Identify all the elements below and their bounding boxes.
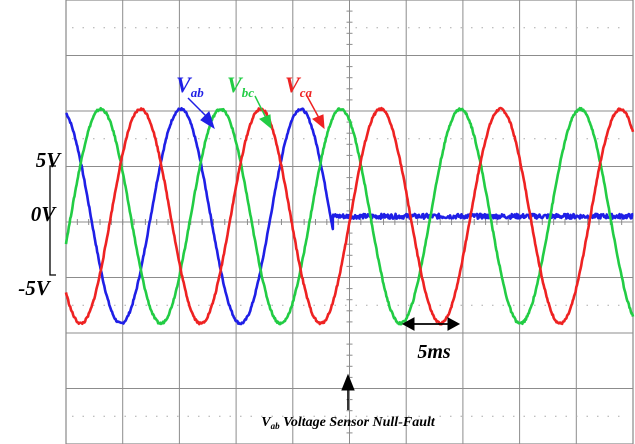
arrow-vab — [187, 97, 215, 130]
fault-marker-arrow — [341, 373, 355, 410]
y-tick-label-0v: 0V — [31, 202, 58, 226]
trace-vca — [64, 106, 635, 326]
amplitude-bracket — [49, 165, 56, 276]
time-span-marker — [401, 317, 461, 331]
fault-annotation: Vab Voltage Sensor Null-Fault — [261, 415, 436, 431]
y-tick-label-neg5v: -5V — [18, 276, 51, 300]
y-tick-label-5v: 5V — [36, 148, 63, 172]
legend-vbc: Vbc — [227, 72, 254, 100]
legend-vca: Vca — [285, 72, 312, 100]
trace-vbc — [64, 106, 635, 326]
arrow-vca — [306, 95, 325, 130]
time-span-label: 5ms — [417, 341, 451, 363]
legend-vab: Vab — [176, 72, 204, 100]
arrow-vbc — [254, 95, 272, 130]
traces — [64, 106, 635, 326]
